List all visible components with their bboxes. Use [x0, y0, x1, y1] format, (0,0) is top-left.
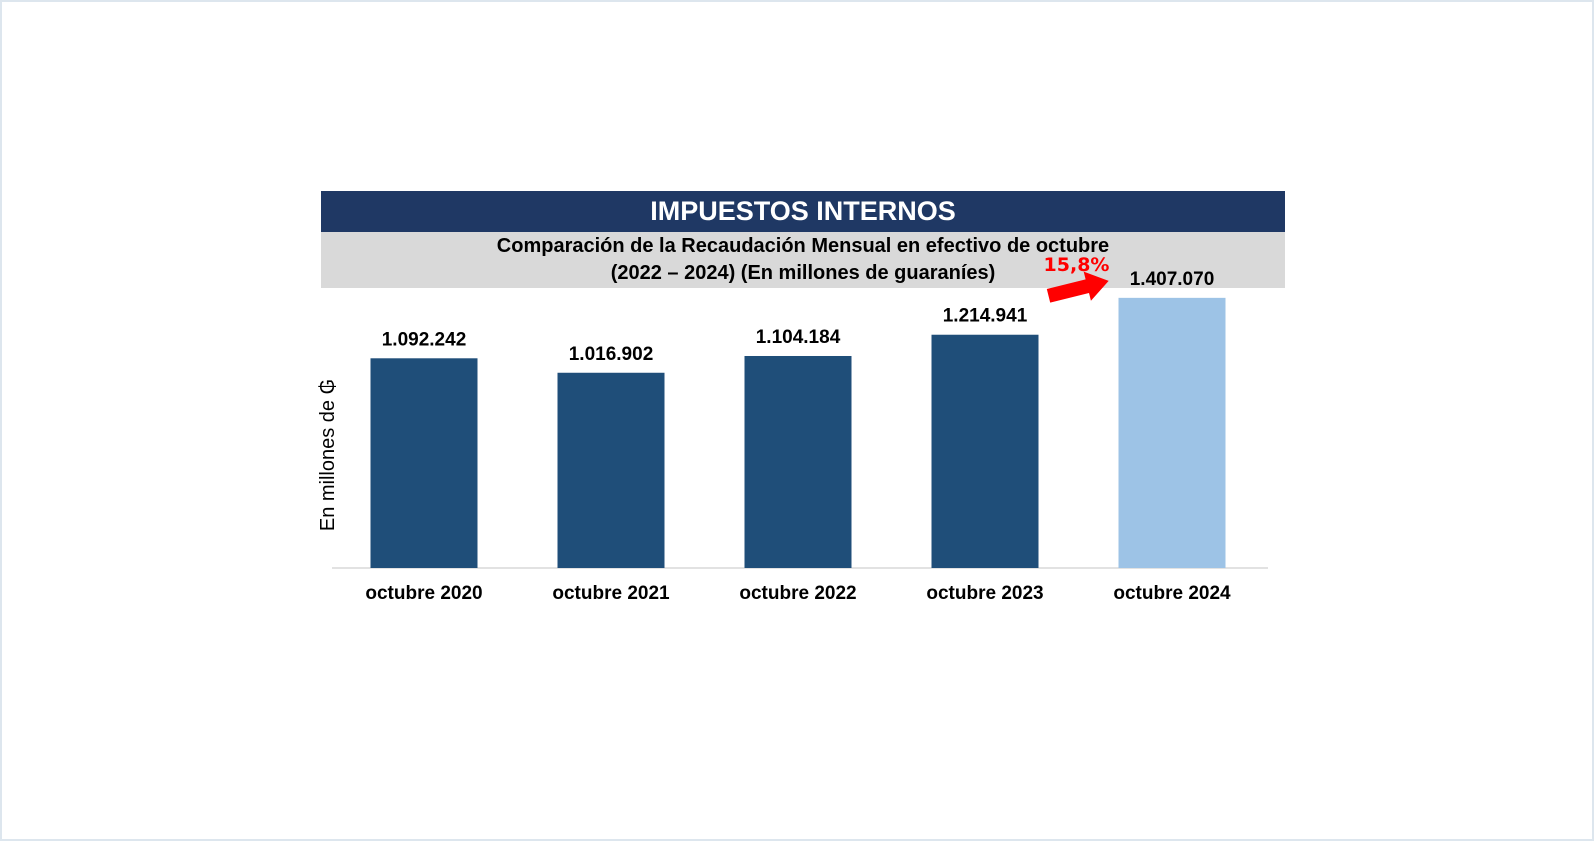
growth-percentage-label: 15,8%	[1044, 254, 1110, 276]
y-axis-label: En millones de ₲	[317, 379, 339, 531]
data-label: 1.214.941	[943, 306, 1028, 327]
arrow-shape	[1046, 271, 1109, 303]
bar-octubre-2020	[370, 358, 478, 568]
subtitle-line-2: (2022 – 2024) (En millones de guaraníes)	[610, 262, 996, 284]
chart-title: IMPUESTOS INTERNOS	[321, 191, 1285, 232]
x-tick-label: octubre 2021	[552, 583, 670, 604]
labels-layer: 1.092.242 octubre 2020 1.016.902 octubre 20…	[365, 269, 1231, 604]
bar-octubre-2024	[1118, 297, 1226, 568]
annotation-layer: 15,8%	[1044, 254, 1110, 303]
data-label: 1.407.070	[1130, 269, 1215, 290]
growth-arrow-icon	[1046, 271, 1109, 303]
chart-subtitle: Comparación de la Recaudación Mensual en…	[321, 232, 1285, 288]
bar-octubre-2023	[931, 334, 1039, 568]
data-label: 1.104.184	[756, 327, 841, 348]
data-label: 1.016.902	[569, 344, 654, 365]
x-tick-label: octubre 2020	[365, 583, 482, 604]
bar-octubre-2022	[744, 355, 852, 568]
bars-layer	[370, 297, 1226, 568]
data-label: 1.092.242	[382, 329, 467, 350]
x-tick-label: octubre 2023	[926, 583, 1043, 604]
bar-octubre-2021	[557, 372, 665, 568]
subtitle-line-1: Comparación de la Recaudación Mensual en…	[496, 235, 1110, 257]
x-tick-label: octubre 2024	[1113, 583, 1231, 604]
x-tick-label: octubre 2022	[739, 583, 856, 604]
